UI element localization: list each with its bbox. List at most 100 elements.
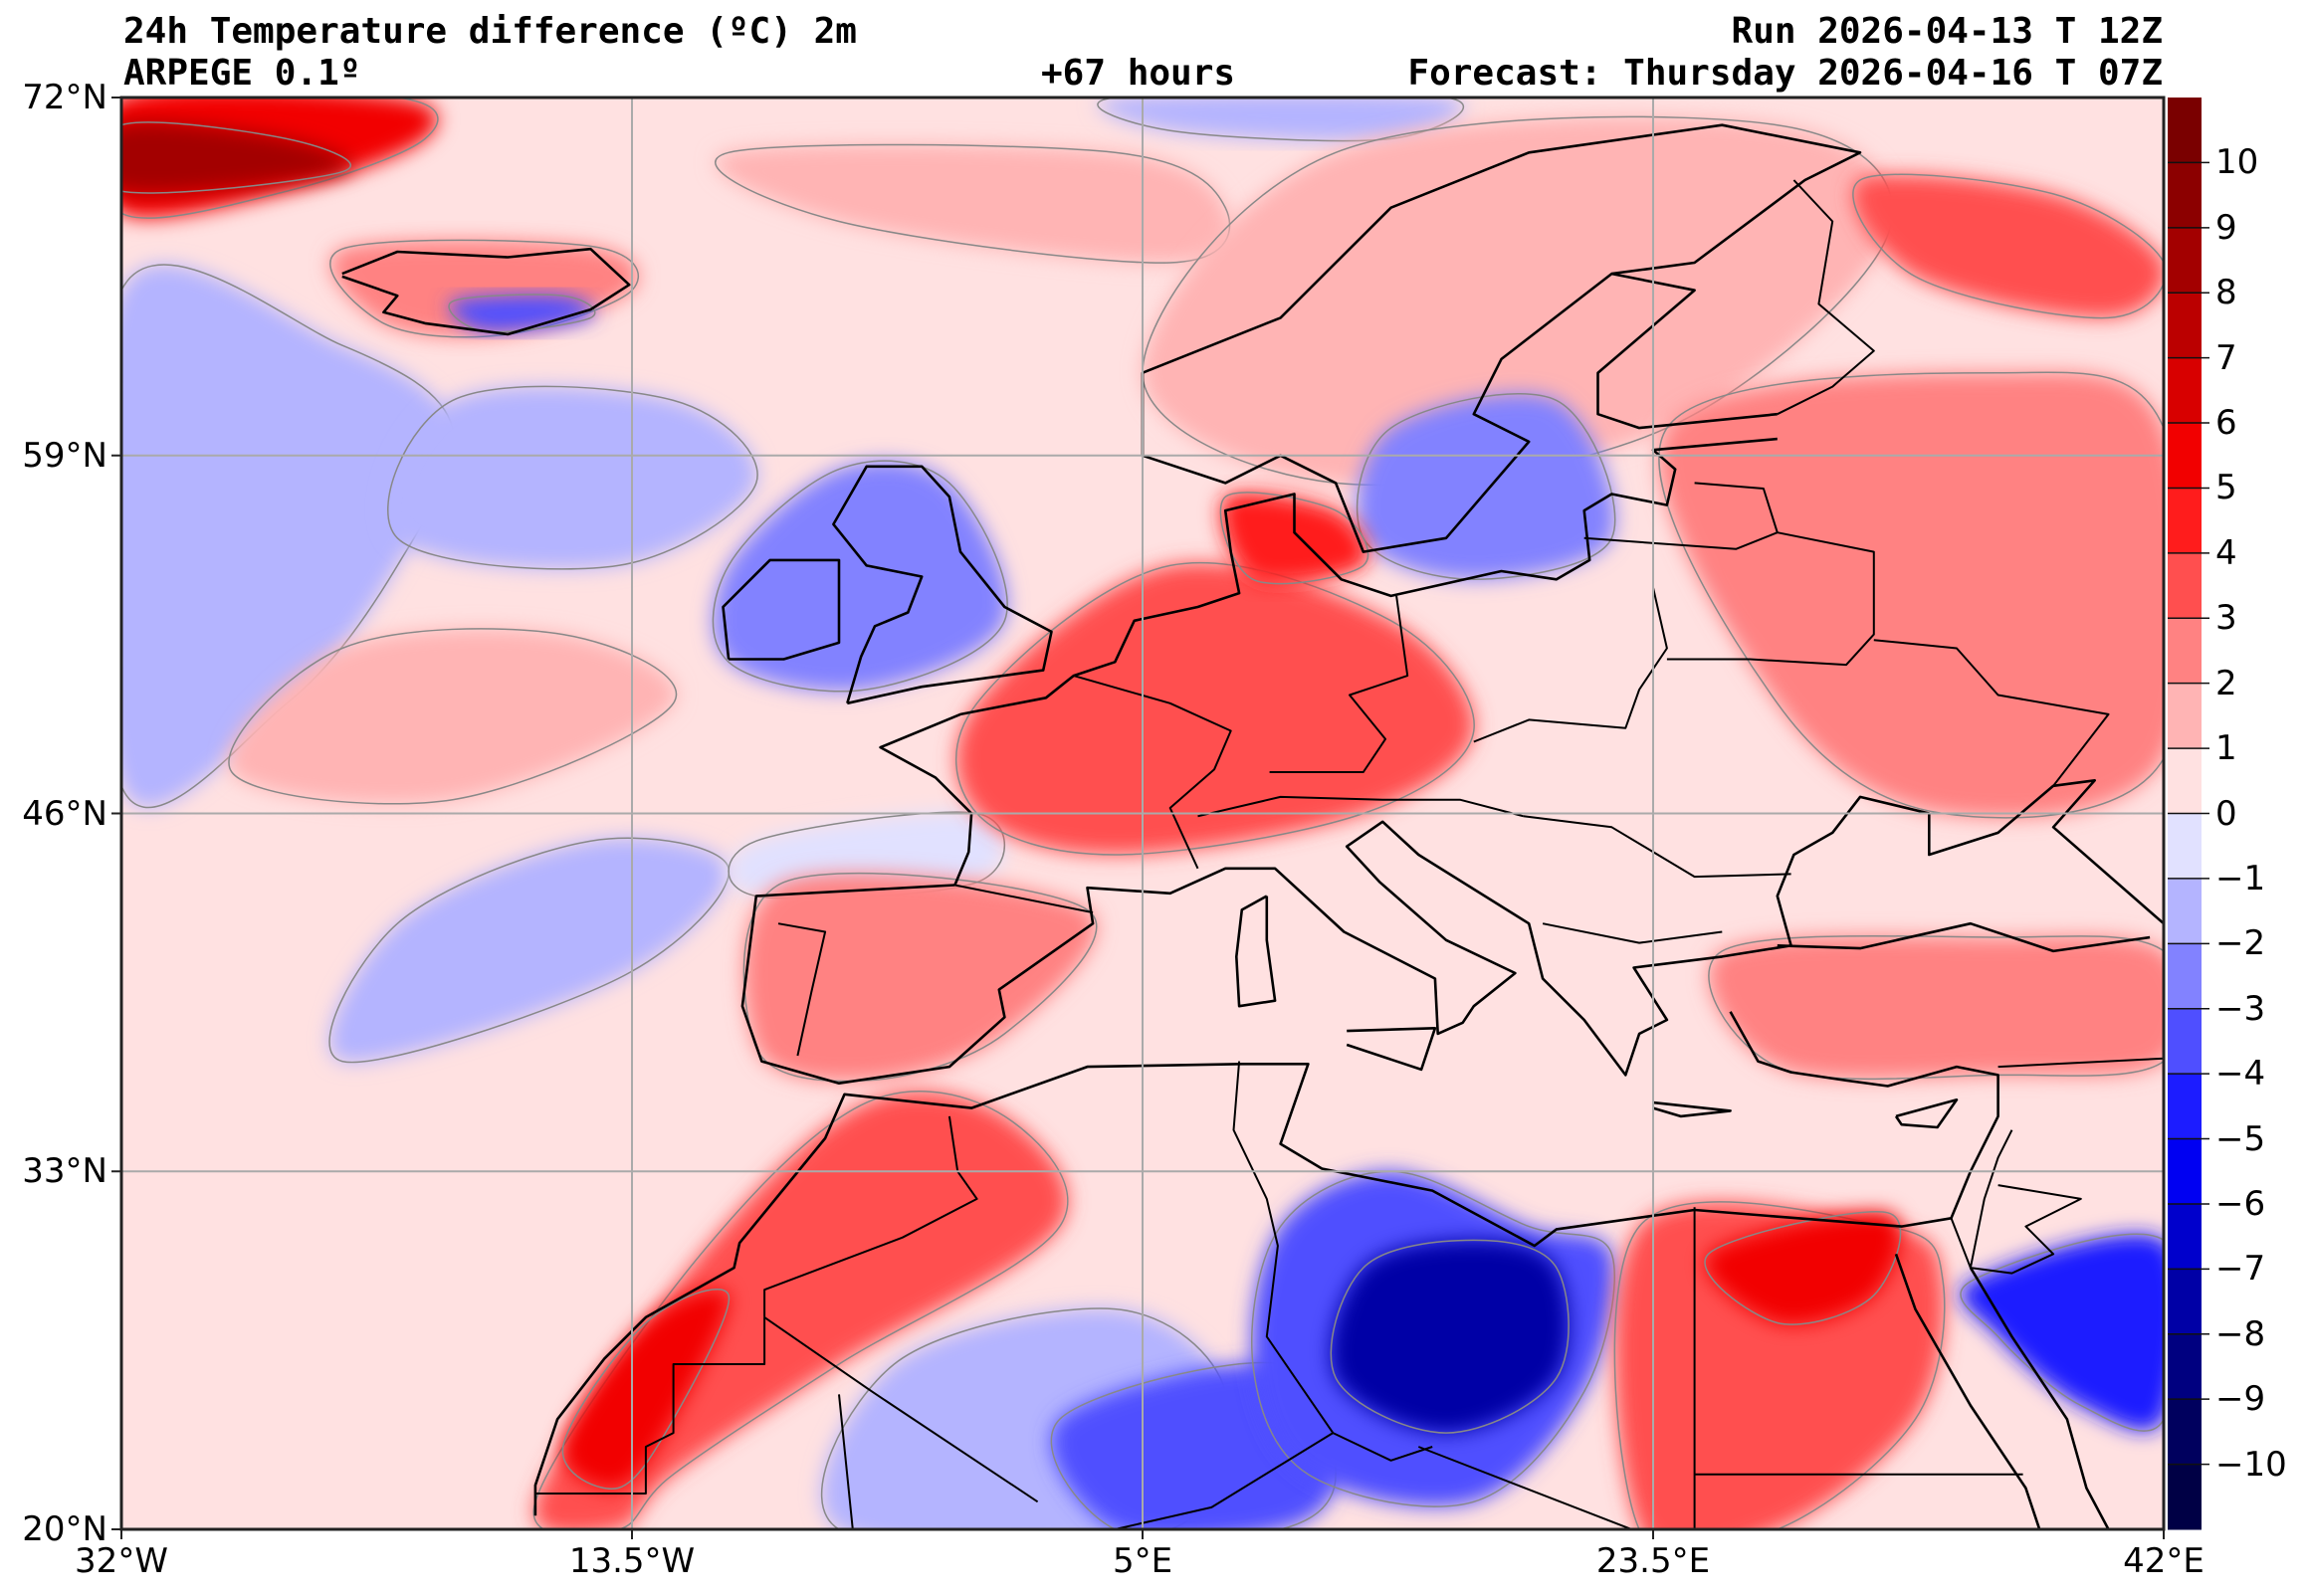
colorbar-band [2168, 1074, 2202, 1140]
colorbar-band [2168, 293, 2202, 359]
colorbar-tick-label: 10 [2215, 142, 2259, 183]
coastline-cyprus [1894, 1098, 1959, 1129]
border-balkans-south [1542, 922, 1723, 944]
border-spain-portugal [777, 922, 827, 1057]
lon-tick-label: 42°E [2123, 1541, 2204, 1581]
border-morocco-algeria [763, 1115, 978, 1317]
field-region-nw-africa-core [562, 1289, 730, 1490]
field-region-azores-warm [229, 628, 677, 804]
coastline-europe-mainland [740, 779, 2164, 1085]
field-region-iceland-cold [449, 295, 595, 332]
colorbar-tick-label: −5 [2215, 1118, 2266, 1159]
contour-line [228, 628, 677, 805]
border-mauritania-mali [838, 1394, 854, 1529]
contour-line [121, 98, 439, 219]
border-libya-chad [1417, 1446, 1635, 1529]
coastline-finland-coast [1596, 272, 1778, 430]
field-region-w-atlantic-cold [121, 265, 455, 808]
colorbar-band [2168, 488, 2202, 554]
coastline-sardinia-corsica [1235, 895, 1277, 1008]
border-belarus-russia [1666, 531, 1875, 667]
colorbar-tick-label: 3 [2215, 598, 2237, 639]
coastline-black-sea-south [1777, 921, 2151, 953]
contour-line [1960, 1233, 2164, 1432]
field-region-uk-cold [713, 461, 1008, 692]
colorbar-tick-label: −10 [2215, 1444, 2287, 1485]
coastline-red-sea-east [1969, 1267, 2110, 1529]
field-region-svalbard-cold [1098, 98, 1464, 141]
colorbar [2168, 98, 2209, 1530]
border-finland-russia [1777, 179, 1875, 416]
forecast-time-label: Forecast: Thursday 2026-04-16 T 07Z [1407, 53, 2163, 94]
border-western-sahara [534, 1316, 766, 1495]
lon-tick-label: 5°E [1112, 1541, 1173, 1581]
contour-line [121, 121, 351, 194]
lead-time-label: +67 hours [1041, 53, 1236, 94]
border-libya-niger [1332, 1432, 1433, 1462]
field-region-denmark-warm [1220, 492, 1368, 584]
border-algeria-tunisia [1232, 1061, 1335, 1434]
border-algeria-niger [1115, 1432, 1334, 1529]
contour-line [387, 385, 758, 570]
coastline-ireland [722, 558, 841, 661]
lat-tick-label: 72°N [22, 78, 107, 117]
coastline-red-sea-west [1894, 1253, 2041, 1529]
field-region-baltic-cold [1357, 393, 1615, 580]
coastline-great-britain [832, 465, 1053, 705]
field-region-e-europe-warm [1658, 372, 2164, 818]
field-region-ocean-south-cold [329, 838, 730, 1063]
chart-title: 24h Temperature difference (ºC) 2m [123, 11, 857, 52]
colorbar-band [2168, 748, 2202, 814]
field-region-central-europe-warm [955, 562, 1475, 855]
colorbar-tick-label: 5 [2215, 468, 2237, 508]
contour-line [121, 264, 455, 809]
colorbar-tick-label: 0 [2215, 793, 2237, 834]
colorbar-band [2168, 423, 2202, 489]
contour-line [561, 1288, 731, 1490]
colorbar-band [2168, 1399, 2202, 1466]
model-label: ARPEGE 0.1º [123, 53, 361, 94]
contour-line [1852, 173, 2164, 319]
field-region-turkey-warm [1709, 935, 2164, 1080]
colorbar-band [2168, 878, 2202, 944]
colorbar-tick-label: 6 [2215, 403, 2237, 444]
field-region-scandinavia-mix [1143, 116, 1893, 486]
lat-tick-label: 59°N [22, 435, 107, 476]
lat-tick-label: 20°N [22, 1509, 107, 1549]
border-syria-iraq [1997, 1057, 2164, 1069]
colorbar-tick-label: −2 [2215, 923, 2266, 964]
colorbar-tick-label: −1 [2215, 858, 2266, 898]
border-jordan-saudi [1970, 1184, 2082, 1275]
coastline-turkey-south [533, 1011, 1999, 1516]
lon-tick-label: 13.5°W [568, 1541, 696, 1581]
contour-line [955, 561, 1475, 856]
colorbar-tick-label: −3 [2215, 988, 2266, 1029]
colorbar-tick-label: 2 [2215, 663, 2237, 703]
contour-line [1251, 1170, 1616, 1507]
coastlines [341, 123, 2164, 1529]
colorbar-tick-label: −9 [2215, 1379, 2266, 1420]
field-region-libya-cold-core [1331, 1240, 1570, 1434]
field-region-russia-n-warm [1852, 174, 2164, 318]
colorbar-band [2168, 943, 2202, 1010]
field-region-egypt-core [1705, 1211, 1901, 1325]
border-ukraine-russia [1873, 639, 2110, 787]
colorbar-band [2168, 98, 2202, 163]
colorbar-band [2168, 1333, 2202, 1400]
coastline-iceland [341, 247, 631, 336]
coastline-north-coast [879, 437, 1778, 887]
colorbar-band [2168, 1138, 2202, 1205]
contour-line [532, 1091, 1069, 1529]
border-germany-poland [1269, 595, 1409, 773]
border-sinai-levant [1950, 1129, 2013, 1270]
contour-line [1219, 492, 1369, 585]
gridlines [121, 98, 2164, 1529]
colorbar-band [2168, 552, 2202, 619]
colorbar-tick-label: 7 [2215, 337, 2237, 378]
lat-tick-label: 46°N [22, 793, 107, 834]
contour-line [448, 294, 596, 333]
colorbar-band [2168, 357, 2202, 424]
colorbar-tick-label: 9 [2215, 207, 2237, 248]
border-alps [1197, 795, 1524, 818]
